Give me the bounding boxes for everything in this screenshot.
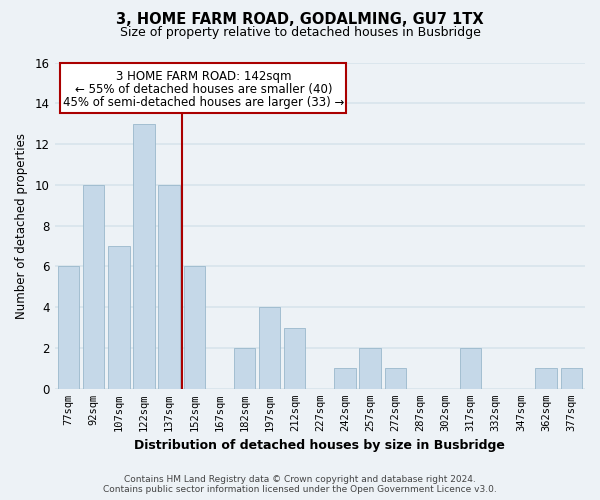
Text: 3, HOME FARM ROAD, GODALMING, GU7 1TX: 3, HOME FARM ROAD, GODALMING, GU7 1TX: [116, 12, 484, 27]
Bar: [184, 266, 205, 389]
Bar: [108, 246, 130, 389]
Text: 45% of semi-detached houses are larger (33) →: 45% of semi-detached houses are larger (…: [62, 96, 344, 110]
Bar: [58, 266, 79, 389]
Text: 3 HOME FARM ROAD: 142sqm: 3 HOME FARM ROAD: 142sqm: [116, 70, 291, 82]
Bar: [560, 368, 582, 389]
Bar: [359, 348, 381, 389]
Y-axis label: Number of detached properties: Number of detached properties: [15, 132, 28, 318]
Bar: [385, 368, 406, 389]
Bar: [133, 124, 155, 389]
Text: Size of property relative to detached houses in Busbridge: Size of property relative to detached ho…: [119, 26, 481, 39]
Bar: [259, 307, 280, 389]
Bar: [234, 348, 255, 389]
Bar: [83, 185, 104, 389]
Bar: [284, 328, 305, 389]
Bar: [158, 185, 180, 389]
Bar: [535, 368, 557, 389]
Text: ← 55% of detached houses are smaller (40): ← 55% of detached houses are smaller (40…: [74, 83, 332, 96]
Bar: [460, 348, 481, 389]
Text: Contains HM Land Registry data © Crown copyright and database right 2024.
Contai: Contains HM Land Registry data © Crown c…: [103, 474, 497, 494]
X-axis label: Distribution of detached houses by size in Busbridge: Distribution of detached houses by size …: [134, 440, 505, 452]
FancyBboxPatch shape: [60, 62, 346, 113]
Bar: [334, 368, 356, 389]
